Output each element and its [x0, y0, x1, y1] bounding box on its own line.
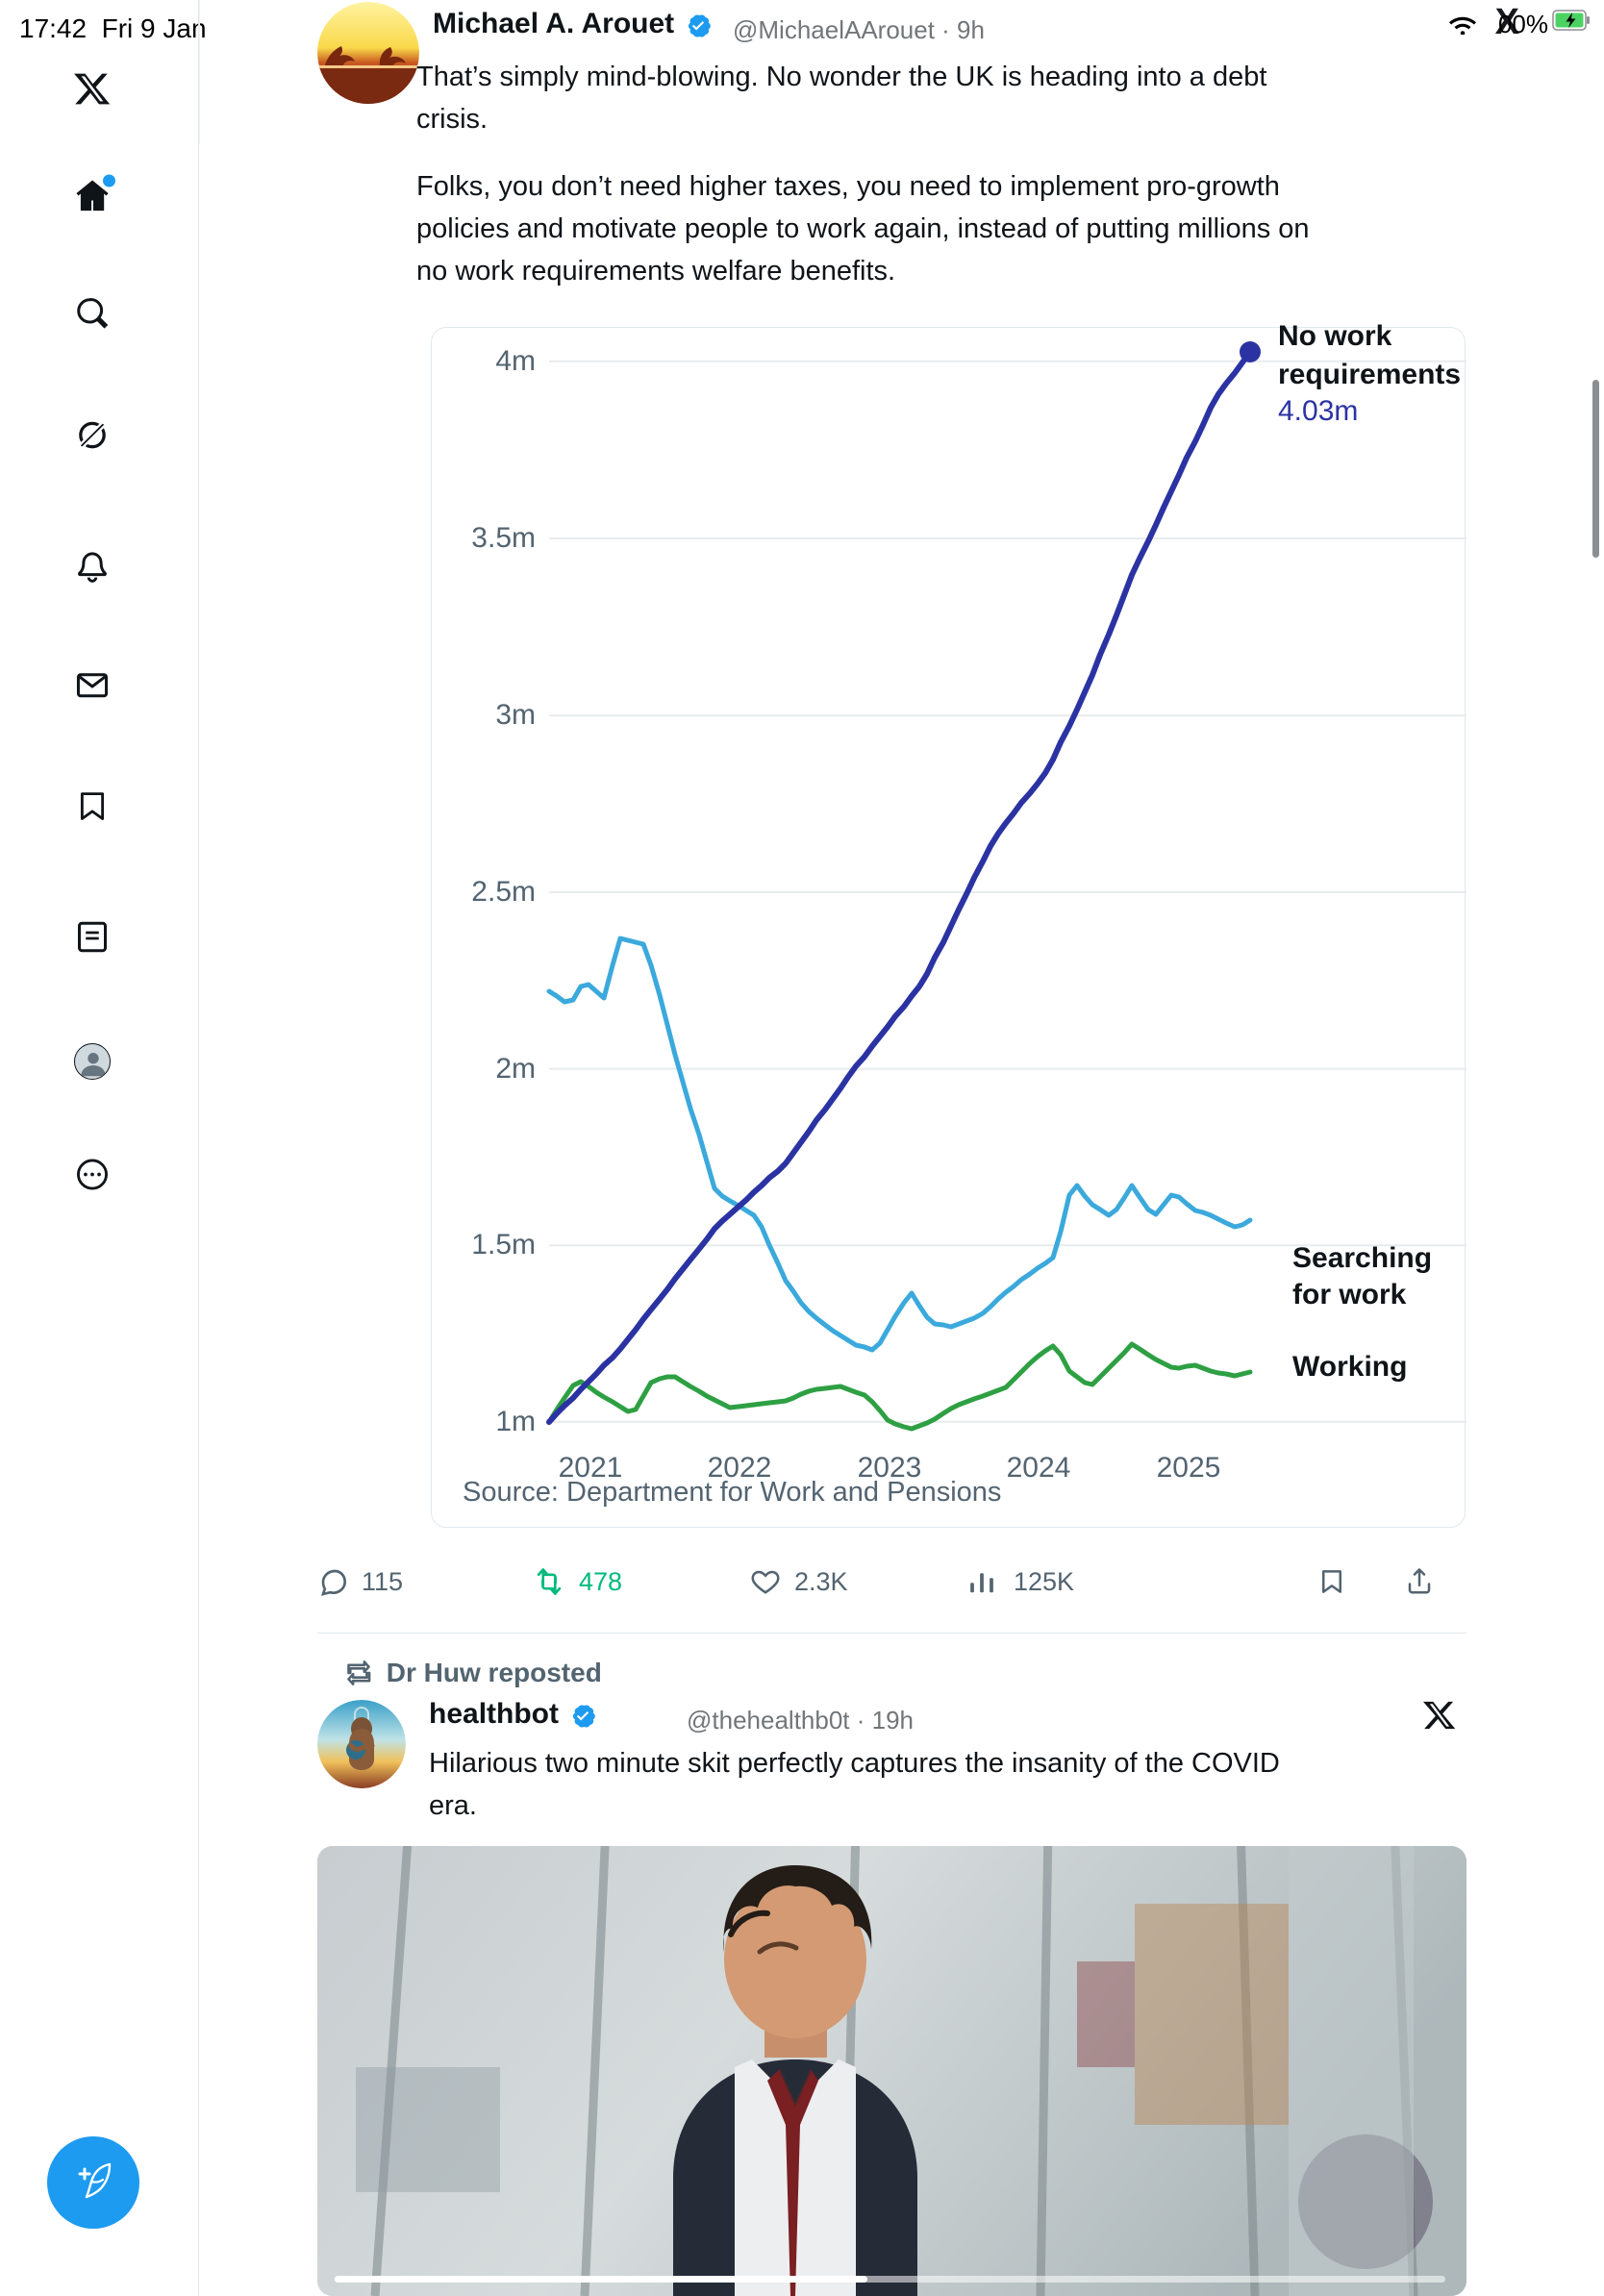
svg-text:Working: Working	[1292, 1351, 1407, 1383]
svg-text:No work: No work	[1278, 320, 1392, 352]
svg-text:4m: 4m	[495, 345, 536, 377]
svg-text:2025: 2025	[1157, 1452, 1221, 1484]
svg-text:1.5m: 1.5m	[471, 1229, 536, 1260]
svg-text:Searching: Searching	[1292, 1242, 1432, 1274]
svg-text:requirements: requirements	[1278, 359, 1461, 390]
svg-text:4.03m: 4.03m	[1278, 395, 1358, 427]
svg-text:2m: 2m	[495, 1053, 536, 1085]
svg-text:1m: 1m	[495, 1406, 536, 1437]
svg-text:3m: 3m	[495, 699, 536, 731]
svg-text:3.5m: 3.5m	[471, 522, 536, 554]
svg-text:for work: for work	[1292, 1279, 1407, 1310]
svg-text:2.5m: 2.5m	[471, 876, 536, 908]
svg-text:2024: 2024	[1007, 1452, 1071, 1484]
